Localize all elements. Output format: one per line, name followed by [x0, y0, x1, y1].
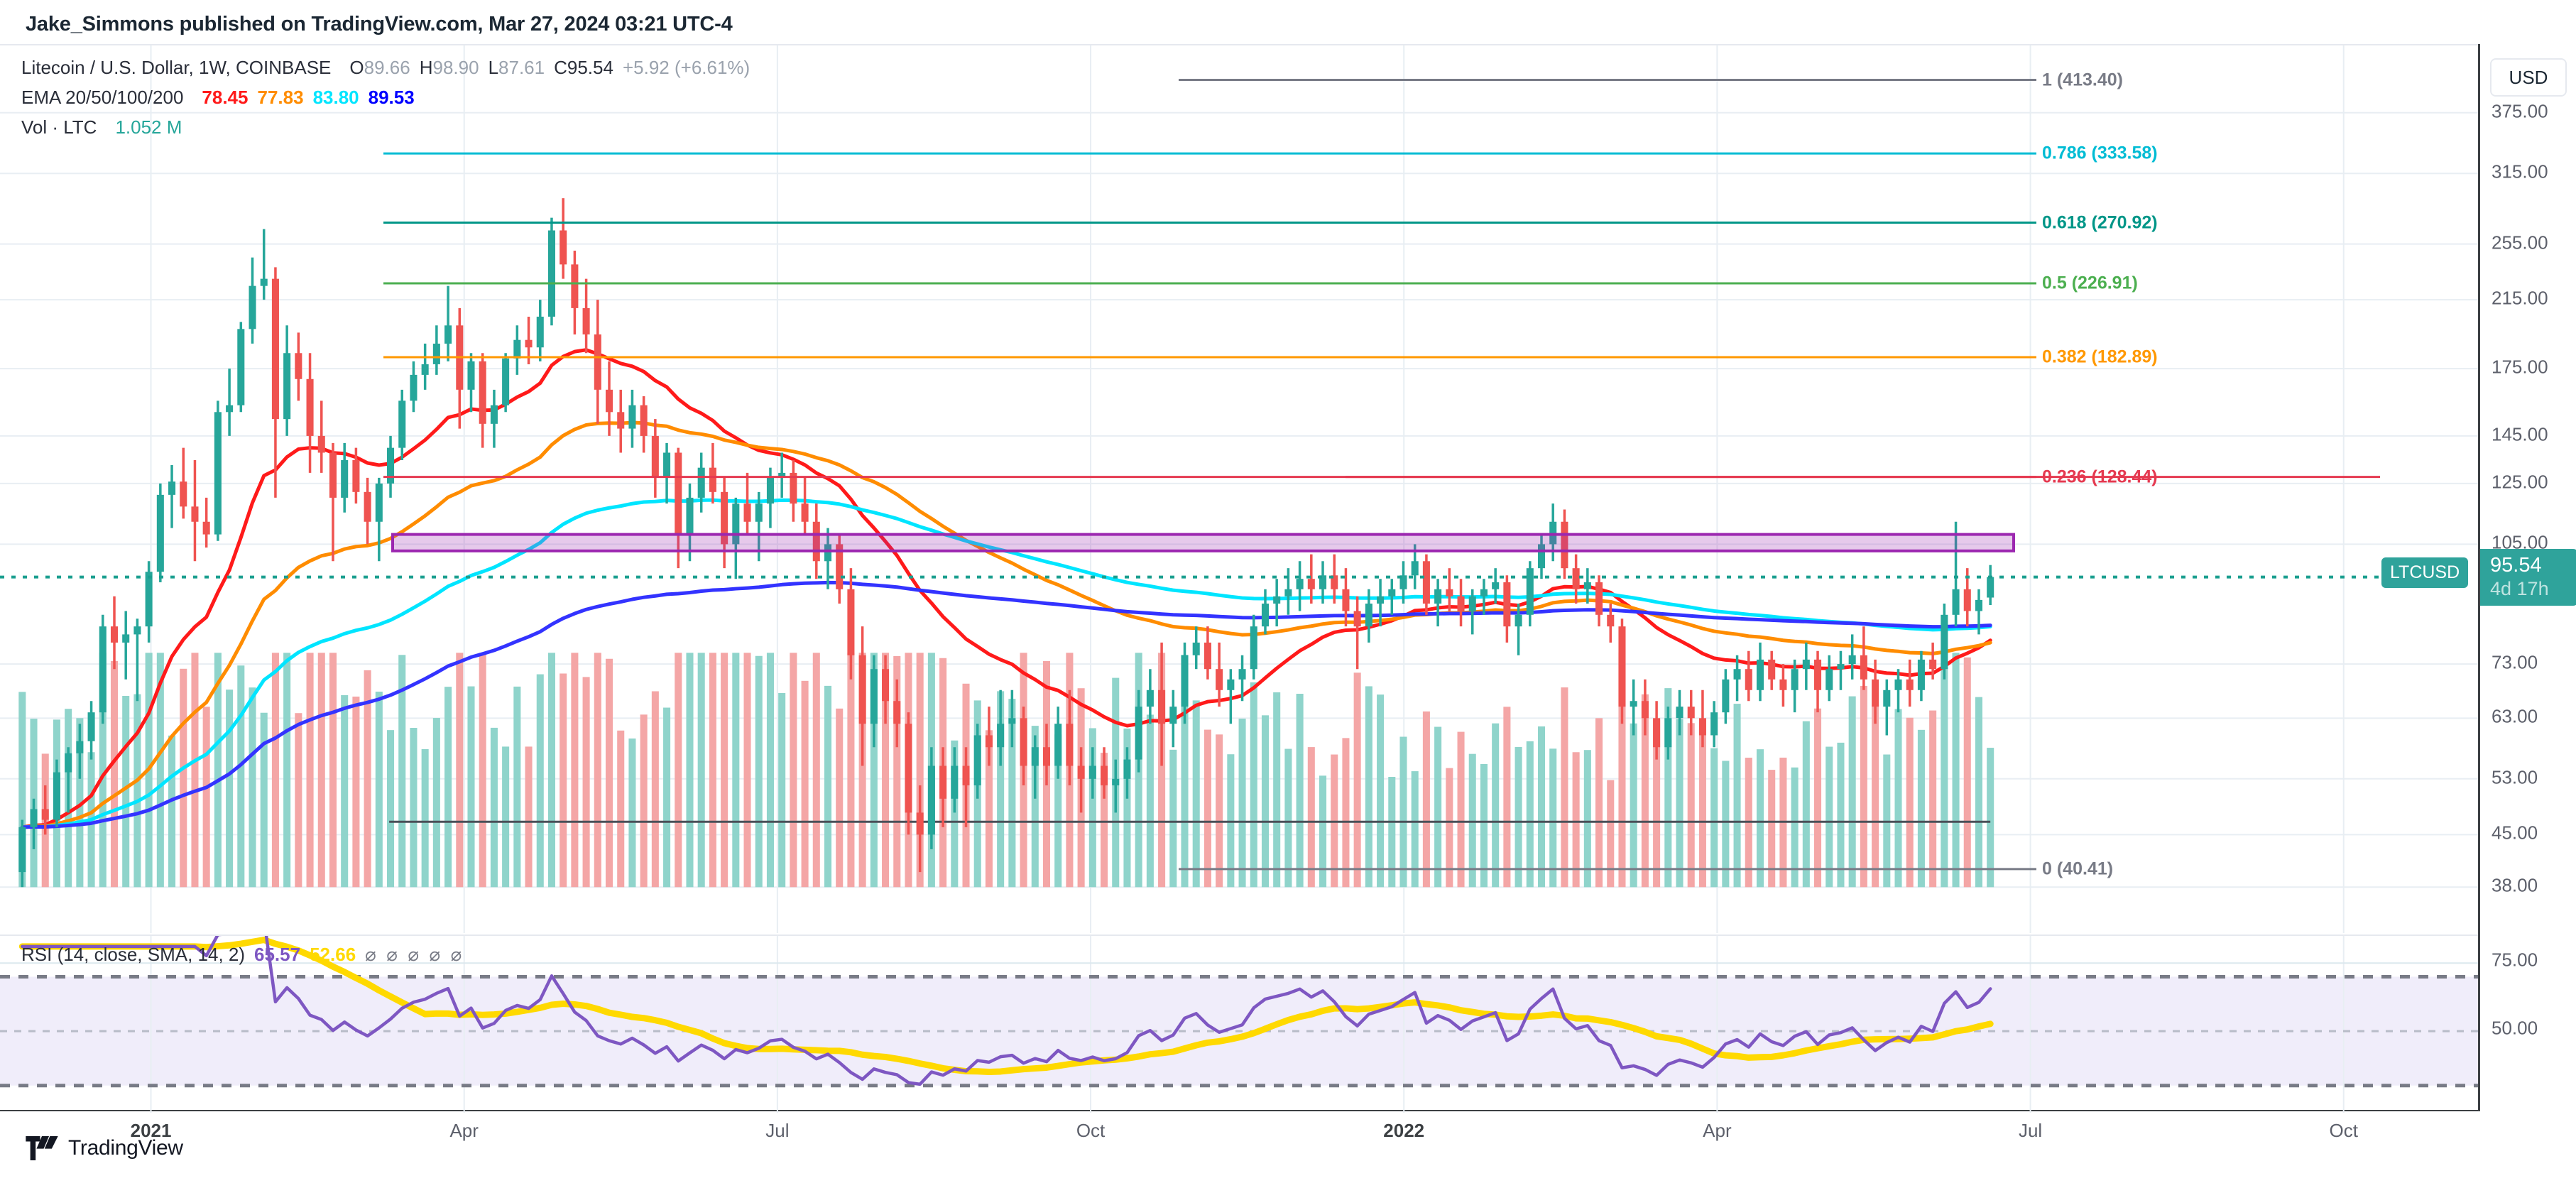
time-tick-oct-7[interactable]: Oct: [2329, 1120, 2358, 1141]
rsi-tick-75-00: 75.00: [2492, 949, 2538, 971]
low-value: 87.61: [498, 57, 545, 78]
fib-dash-0-5: [1995, 283, 2032, 285]
rsi-pane[interactable]: RSI (14, close, SMA, 14, 2) 65.57 52.66 ⌀ ⌀…: [0, 934, 2478, 1113]
price-tick-45-00: 45.00: [2492, 822, 2538, 844]
legend-ema-row[interactable]: EMA 20/50/100/200 78.45 77.83 83.80 89.53: [21, 82, 750, 112]
time-tick-apr-1[interactable]: Apr: [449, 1120, 479, 1141]
currency-chip[interactable]: USD: [2490, 58, 2567, 97]
time-tick-jul-2[interactable]: Jul: [765, 1120, 790, 1141]
time-tick-apr-5[interactable]: Apr: [1703, 1120, 1732, 1141]
chart-legend: Litecoin / U.S. Dollar, 1W, COINBASE O89.…: [21, 53, 750, 142]
fib-label-0-5: 0.5 (226.91): [2042, 273, 2138, 293]
symbol-title[interactable]: Litecoin / U.S. Dollar, 1W, COINBASE: [21, 57, 332, 78]
ema-20-value: 78.45: [202, 87, 249, 108]
low-label: L: [488, 57, 499, 78]
tradingview-brand-label: TradingView: [68, 1136, 183, 1160]
price-pane[interactable]: [0, 45, 2478, 933]
price-tick-215-00: 215.00: [2492, 287, 2548, 309]
price-tick-145-00: 145.00: [2492, 423, 2548, 445]
fib-label-0-618: 0.618 (270.92): [2042, 212, 2158, 233]
rsi-legend: RSI (14, close, SMA, 14, 2) 65.57 52.66 ⌀ ⌀…: [21, 940, 462, 969]
time-axis[interactable]: 2021AprJulOct2022AprJulOct2023AprJulOct2…: [0, 1113, 2478, 1152]
price-tick-175-00: 175.00: [2492, 356, 2548, 378]
high-label: H: [419, 57, 433, 78]
volume-title[interactable]: Vol · LTC: [21, 116, 97, 138]
time-tick-oct-3[interactable]: Oct: [1076, 1120, 1106, 1141]
fib-dash-0: [1995, 868, 2032, 870]
rsi-indicator-title[interactable]: RSI (14, close, SMA, 14, 2): [21, 944, 246, 965]
fib-label-0-236: 0.236 (128.44): [2042, 467, 2158, 487]
footer: TradingView: [26, 1136, 183, 1160]
legend-volume-row[interactable]: Vol · LTC 1.052 M: [21, 112, 750, 142]
price-change: +5.92 (+6.61%): [622, 57, 751, 78]
price-tick-125-00: 125.00: [2492, 471, 2548, 493]
fib-label-0: 0 (40.41): [2042, 859, 2114, 879]
volume-value: 1.052 M: [115, 116, 182, 138]
bar-countdown: 4d 17h: [2490, 577, 2549, 599]
close-value: 95.54: [567, 57, 613, 78]
legend-symbol-row[interactable]: Litecoin / U.S. Dollar, 1W, COINBASE O89.…: [21, 53, 750, 82]
high-value: 98.90: [432, 57, 479, 78]
fib-dash-0-382: [1995, 356, 2032, 358]
rsi-chart-canvas[interactable]: [0, 936, 2478, 1113]
price-tick-63-00: 63.00: [2492, 705, 2538, 727]
fib-label-0-786: 0.786 (333.58): [2042, 143, 2158, 163]
ema-50-value: 77.83: [257, 87, 304, 108]
current-price-value: 95.54: [2490, 553, 2542, 577]
price-chart-canvas[interactable]: [0, 45, 2478, 933]
open-value: 89.66: [364, 57, 410, 78]
ema-100-value: 83.80: [312, 87, 359, 108]
price-tick-315-00: 315.00: [2492, 160, 2548, 182]
ema-title[interactable]: EMA 20/50/100/200: [21, 87, 184, 108]
open-label: O: [349, 57, 364, 78]
time-tick-2022-4[interactable]: 2022: [1383, 1120, 1425, 1141]
price-axis[interactable]: USD 375.00 315.00 255.00 215.00 175.00 145.00…: [2478, 44, 2576, 1111]
current-price-badge: 95.54 4d 17h: [2480, 548, 2576, 606]
publisher-header: Jake_Simmons published on TradingView.co…: [26, 13, 733, 36]
price-tick-53-00: 53.00: [2492, 766, 2538, 788]
time-tick-2021-0[interactable]: 2021: [130, 1120, 172, 1141]
fib-dash-1: [1995, 79, 2032, 81]
price-tick-73-00: 73.00: [2492, 651, 2538, 673]
fib-label-0-382: 0.382 (182.89): [2042, 347, 2158, 367]
rsi-sma-value: 52.66: [310, 944, 356, 965]
rsi-tick-50-00: 50.00: [2492, 1017, 2538, 1039]
symbol-price-tag: LTCUSD: [2381, 557, 2469, 588]
close-label: C: [554, 57, 567, 78]
price-tick-255-00: 255.00: [2492, 231, 2548, 254]
price-tick-375-00: 375.00: [2492, 100, 2548, 122]
rsi-empty-values: ⌀ ⌀ ⌀ ⌀ ⌀: [365, 944, 462, 965]
rsi-current-value: 65.57: [254, 944, 301, 965]
fib-dash-0-236: [1995, 476, 2032, 478]
tradingview-logo-icon: [26, 1136, 58, 1160]
price-tick-38-00: 38.00: [2492, 874, 2538, 896]
chart-frame[interactable]: RSI (14, close, SMA, 14, 2) 65.57 52.66 ⌀ ⌀…: [0, 44, 2478, 1113]
ema-200-value: 89.53: [368, 87, 415, 108]
fib-dash-0-618: [1995, 222, 2032, 224]
fib-dash-0-786: [1995, 153, 2032, 155]
time-tick-jul-6[interactable]: Jul: [2018, 1120, 2043, 1141]
fib-label-1: 1 (413.40): [2042, 70, 2123, 90]
